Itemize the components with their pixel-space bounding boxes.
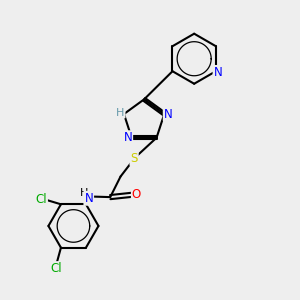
Text: O: O <box>132 188 141 201</box>
Text: S: S <box>130 152 138 165</box>
Text: N: N <box>84 192 93 205</box>
Text: Cl: Cl <box>35 193 47 206</box>
Text: N: N <box>123 131 132 144</box>
Text: N: N <box>164 107 172 121</box>
Text: N: N <box>214 66 222 79</box>
Text: H: H <box>80 188 88 198</box>
Text: Cl: Cl <box>50 262 62 275</box>
Text: H: H <box>116 107 124 118</box>
